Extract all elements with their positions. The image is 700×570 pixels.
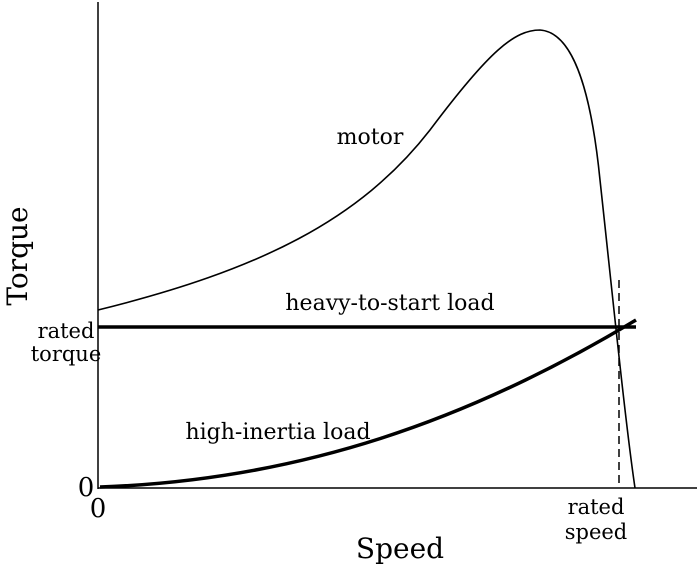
rated-speed-label-line2: speed: [565, 520, 628, 544]
rated-torque-label-line2: torque: [31, 342, 102, 366]
heavy-to-start-load-label: heavy-to-start load: [285, 291, 494, 316]
rated-torque-label-line1: rated: [38, 319, 95, 343]
x-zero-label: 0: [90, 494, 107, 524]
high-inertia-load-label: high-inertia load: [185, 420, 370, 445]
rated-speed-label-line1: rated: [568, 495, 625, 519]
y-zero-label: 0: [78, 473, 95, 503]
motor-curve: [97, 29, 636, 489]
high-inertia-load-curve: [99, 318, 637, 489]
x-axis-title: Speed: [356, 532, 444, 565]
y-axis-title: Torque: [1, 206, 34, 305]
motor-label: motor: [337, 125, 404, 150]
